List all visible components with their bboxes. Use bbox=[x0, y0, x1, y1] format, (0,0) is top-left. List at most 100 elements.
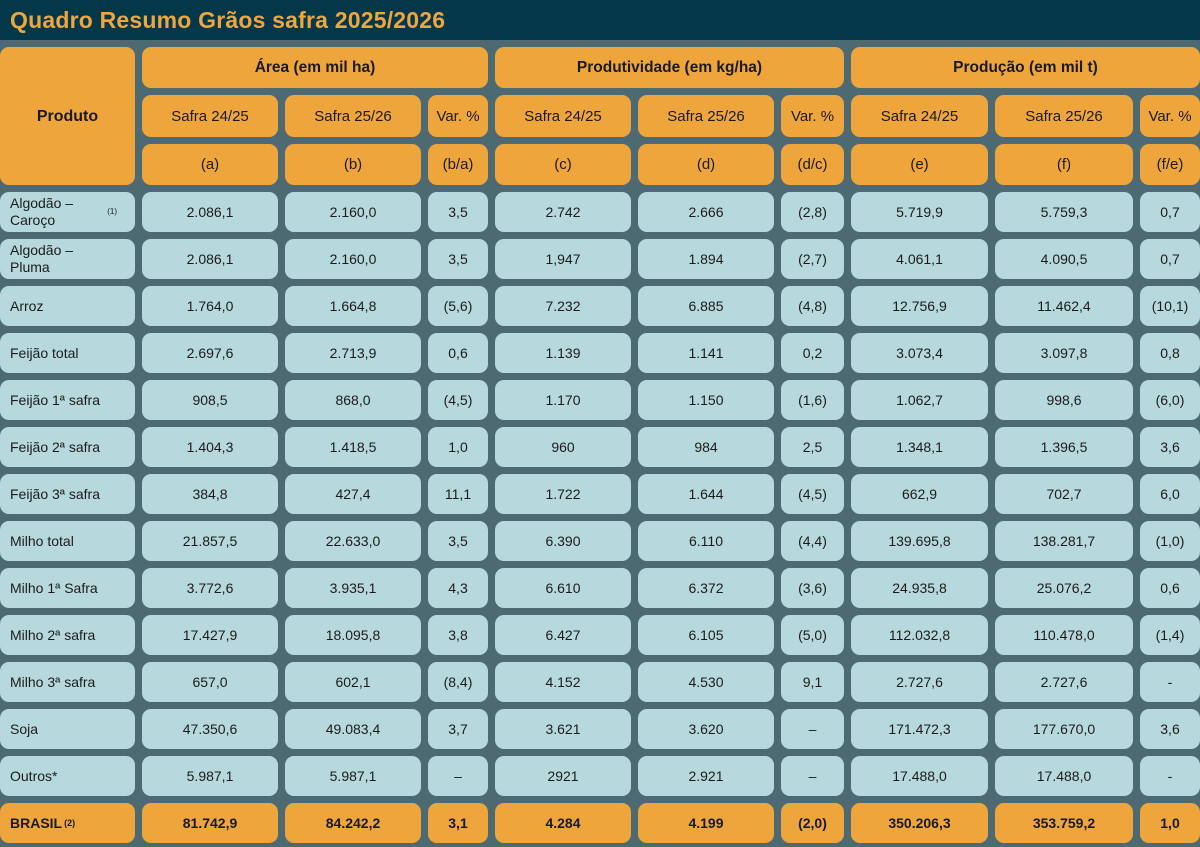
value-cell-producao-25-26: 1.396,5 bbox=[995, 427, 1133, 467]
group-header-area: Área (em mil ha) bbox=[142, 47, 488, 88]
value-cell-producao-25-26: 4.090,5 bbox=[995, 239, 1133, 279]
value-cell-produtividade-24-25: 6.610 bbox=[495, 568, 631, 608]
value-cell-area-25-26: 2.160,0 bbox=[285, 192, 421, 232]
value-cell-produtividade-25-26: 6.885 bbox=[638, 286, 774, 326]
value-cell-producao-24-25: 112.032,8 bbox=[851, 615, 988, 655]
value-cell-producao-25-26: 177.670,0 bbox=[995, 709, 1133, 749]
column-key-d-c: (d/c) bbox=[781, 144, 844, 185]
value-cell-produtividade-25-26: 6.110 bbox=[638, 521, 774, 561]
value-cell-produtividade-var: (4,8) bbox=[781, 286, 844, 326]
value-cell-producao-24-25: 3.073,4 bbox=[851, 333, 988, 373]
value-cell-area-var: 4,3 bbox=[428, 568, 488, 608]
value-cell-produtividade-var: (1,6) bbox=[781, 380, 844, 420]
value-cell-area-24-25: 1.404,3 bbox=[142, 427, 278, 467]
value-cell-producao-25-26: 138.281,7 bbox=[995, 521, 1133, 561]
value-cell-area-24-25: 21.857,5 bbox=[142, 521, 278, 561]
value-cell-produtividade-var: 2,5 bbox=[781, 427, 844, 467]
value-cell-produtividade-var: – bbox=[781, 709, 844, 749]
value-cell-producao-var: 0,6 bbox=[1140, 568, 1200, 608]
value-cell-area-25-26: 84.242,2 bbox=[285, 803, 421, 843]
value-cell-area-25-26: 49.083,4 bbox=[285, 709, 421, 749]
column-header-safra-25-26-produtividade: Safra 25/26 bbox=[638, 95, 774, 137]
column-header-safra-24-25-area: Safra 24/25 bbox=[142, 95, 278, 137]
column-key-f: (f) bbox=[995, 144, 1133, 185]
value-cell-producao-25-26: 5.759,3 bbox=[995, 192, 1133, 232]
column-key-a: (a) bbox=[142, 144, 278, 185]
value-cell-producao-25-26: 17.488,0 bbox=[995, 756, 1133, 796]
value-cell-area-24-25: 384,8 bbox=[142, 474, 278, 514]
product-label: Milho 3ª safra bbox=[10, 673, 96, 690]
value-cell-area-var: 3,7 bbox=[428, 709, 488, 749]
value-cell-producao-var: 3,6 bbox=[1140, 427, 1200, 467]
value-cell-produtividade-25-26: 4.199 bbox=[638, 803, 774, 843]
column-header-var-producao: Var. % bbox=[1140, 95, 1200, 137]
product-label: Milho 1ª Safra bbox=[10, 579, 98, 596]
value-cell-area-var: – bbox=[428, 756, 488, 796]
product-label: Algodão – Pluma bbox=[10, 242, 74, 275]
value-cell-produtividade-25-26: 1.644 bbox=[638, 474, 774, 514]
value-cell-produtividade-25-26: 1.894 bbox=[638, 239, 774, 279]
value-cell-produtividade-var: (4,5) bbox=[781, 474, 844, 514]
value-cell-area-var: 3,5 bbox=[428, 239, 488, 279]
value-cell-produtividade-25-26: 4.530 bbox=[638, 662, 774, 702]
value-cell-producao-24-25: 1.062,7 bbox=[851, 380, 988, 420]
value-cell-area-25-26: 1.664,8 bbox=[285, 286, 421, 326]
value-cell-produtividade-24-25: 7.232 bbox=[495, 286, 631, 326]
value-cell-produtividade-25-26: 1.141 bbox=[638, 333, 774, 373]
value-cell-producao-24-25: 662,9 bbox=[851, 474, 988, 514]
value-cell-area-24-25: 5.987,1 bbox=[142, 756, 278, 796]
value-cell-produtividade-24-25: 960 bbox=[495, 427, 631, 467]
value-cell-area-var: 3,5 bbox=[428, 521, 488, 561]
value-cell-area-24-25: 2.086,1 bbox=[142, 192, 278, 232]
product-footnote-marker: (1) bbox=[107, 207, 117, 216]
column-header-produto: Produto bbox=[0, 47, 135, 185]
column-key-b: (b) bbox=[285, 144, 421, 185]
product-label: Outros* bbox=[10, 767, 58, 784]
value-cell-area-24-25: 2.697,6 bbox=[142, 333, 278, 373]
value-cell-produtividade-var: (2,0) bbox=[781, 803, 844, 843]
value-cell-produtividade-24-25: 1.722 bbox=[495, 474, 631, 514]
value-cell-producao-25-26: 25.076,2 bbox=[995, 568, 1133, 608]
value-cell-producao-24-25: 5.719,9 bbox=[851, 192, 988, 232]
value-cell-produtividade-24-25: 2.742 bbox=[495, 192, 631, 232]
value-cell-produtividade-24-25: 1.139 bbox=[495, 333, 631, 373]
value-cell-area-24-25: 47.350,6 bbox=[142, 709, 278, 749]
column-key-d: (d) bbox=[638, 144, 774, 185]
value-cell-area-25-26: 2.713,9 bbox=[285, 333, 421, 373]
group-header-produtividade: Produtividade (em kg/ha) bbox=[495, 47, 844, 88]
product-label: Milho total bbox=[10, 532, 74, 549]
value-cell-area-24-25: 2.086,1 bbox=[142, 239, 278, 279]
column-key-f-e: (f/e) bbox=[1140, 144, 1200, 185]
value-cell-producao-25-26: 998,6 bbox=[995, 380, 1133, 420]
value-cell-produtividade-25-26: 6.105 bbox=[638, 615, 774, 655]
value-cell-area-24-25: 1.764,0 bbox=[142, 286, 278, 326]
value-cell-produtividade-24-25: 3.621 bbox=[495, 709, 631, 749]
value-cell-producao-24-25: 350.206,3 bbox=[851, 803, 988, 843]
column-key-b-a: (b/a) bbox=[428, 144, 488, 185]
value-cell-produtividade-24-25: 4.284 bbox=[495, 803, 631, 843]
value-cell-producao-var: - bbox=[1140, 662, 1200, 702]
value-cell-producao-var: 3,6 bbox=[1140, 709, 1200, 749]
value-cell-produtividade-var: 0,2 bbox=[781, 333, 844, 373]
column-header-var-produtividade: Var. % bbox=[781, 95, 844, 137]
value-cell-area-var: (4,5) bbox=[428, 380, 488, 420]
value-cell-producao-25-26: 353.759,2 bbox=[995, 803, 1133, 843]
value-cell-produtividade-24-25: 2921 bbox=[495, 756, 631, 796]
value-cell-producao-var: 0,8 bbox=[1140, 333, 1200, 373]
value-cell-producao-24-25: 171.472,3 bbox=[851, 709, 988, 749]
value-cell-producao-25-26: 702,7 bbox=[995, 474, 1133, 514]
value-cell-area-25-26: 22.633,0 bbox=[285, 521, 421, 561]
product-cell: Outros* bbox=[0, 756, 135, 796]
value-cell-produtividade-var: (2,8) bbox=[781, 192, 844, 232]
product-cell: Soja bbox=[0, 709, 135, 749]
product-cell: Milho total bbox=[0, 521, 135, 561]
value-cell-area-var: (8,4) bbox=[428, 662, 488, 702]
column-header-safra-25-26-area: Safra 25/26 bbox=[285, 95, 421, 137]
value-cell-area-var: 3,8 bbox=[428, 615, 488, 655]
value-cell-produtividade-25-26: 3.620 bbox=[638, 709, 774, 749]
product-cell: Feijão 3ª safra bbox=[0, 474, 135, 514]
product-label: Feijão 3ª safra bbox=[10, 485, 101, 502]
product-label: BRASIL bbox=[10, 814, 63, 831]
value-cell-area-24-25: 908,5 bbox=[142, 380, 278, 420]
value-cell-produtividade-var: (3,6) bbox=[781, 568, 844, 608]
